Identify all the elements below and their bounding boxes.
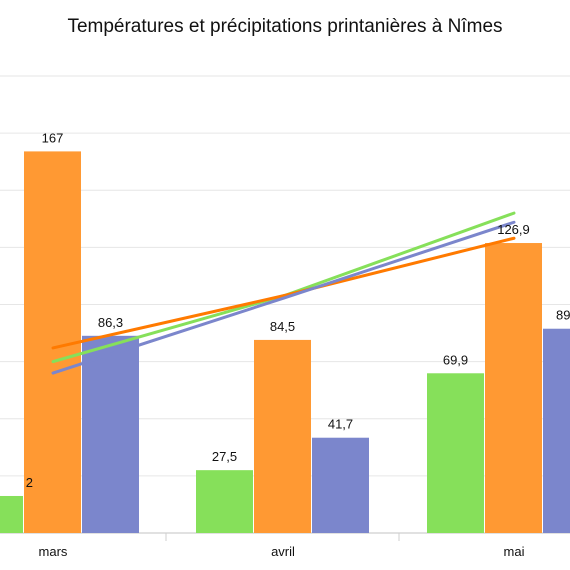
data-labels: 27,5 69,9 167 84,5 126,9 86,3 41,7 2 89 — [26, 130, 570, 490]
bar-avril-series-2 — [254, 339, 311, 533]
bar-mai-series-2 — [485, 243, 542, 533]
x-tick-label-mai: mai — [504, 544, 525, 559]
data-label-mars-series-2: 167 — [42, 130, 64, 145]
bar-mai-series-3 — [543, 328, 570, 533]
data-label-partial-1: 2 — [26, 475, 33, 490]
bar-avril-series-3 — [312, 437, 369, 533]
data-label-avril-series-3: 41,7 — [328, 417, 353, 432]
data-label-mai-series-2: 126,9 — [497, 222, 530, 237]
line-series-3 — [51, 220, 516, 375]
x-tick-label-avril: avril — [271, 544, 295, 559]
data-label-avril-series-2: 84,5 — [270, 319, 295, 334]
chart-title: Températures et précipitations printaniè… — [67, 16, 503, 37]
x-axis: mars avril mai — [39, 533, 525, 559]
trend-lines — [51, 211, 516, 375]
data-label-mai-series-1: 69,9 — [443, 352, 468, 367]
bar-mai-series-1 — [427, 373, 484, 533]
line-series-2 — [51, 236, 516, 350]
data-label-avril-series-1: 27,5 — [212, 449, 237, 464]
x-tick-label-mars: mars — [39, 544, 68, 559]
bar-mars-series-1 — [0, 495, 23, 533]
bar-mars-series-3 — [82, 335, 139, 533]
bars — [0, 151, 570, 533]
data-label-mars-series-3: 86,3 — [98, 315, 123, 330]
bar-avril-series-1 — [196, 470, 253, 533]
data-label-partial-2: 89 — [556, 308, 570, 323]
